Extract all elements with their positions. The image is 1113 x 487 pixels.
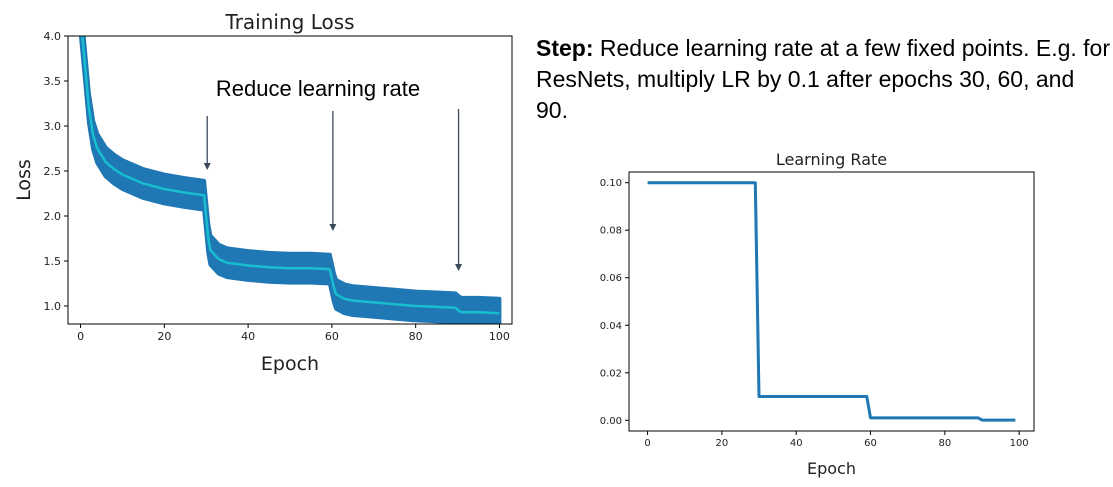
x-axis-label: Epoch: [807, 459, 856, 478]
y-tick-label: 0.00: [600, 416, 622, 427]
y-tick-label: 0.10: [600, 178, 622, 189]
learning-rate-line: [647, 181, 1016, 422]
y-tick-label: 3.5: [44, 75, 62, 88]
annotation-text: Reduce learning rate: [216, 76, 420, 101]
x-tick-label: 20: [157, 330, 171, 343]
y-tick-label: 0.08: [600, 226, 622, 237]
y-tick-label: 2.0: [44, 210, 62, 223]
y-tick-label: 1.5: [44, 255, 62, 268]
loss-raw-band: [78, 36, 502, 324]
x-tick-label: 60: [325, 330, 339, 343]
x-tick-label: 100: [489, 330, 510, 343]
y-tick-label: 0.02: [600, 368, 622, 379]
x-tick-label: 80: [938, 438, 951, 449]
x-tick-label: 40: [241, 330, 255, 343]
step-lead: Step:: [536, 35, 594, 61]
y-tick-label: 2.5: [44, 165, 62, 178]
y-axis-label: Loss: [13, 159, 35, 201]
x-tick-label: 0: [644, 438, 650, 449]
x-tick-label: 40: [790, 438, 803, 449]
y-tick-label: 3.0: [44, 120, 62, 133]
loss-smoothed-line: [81, 36, 500, 315]
annotation-arrowhead: [329, 224, 337, 231]
step-text: Reduce learning rate at a few fixed poin…: [536, 35, 1111, 123]
y-tick-label: 0.04: [600, 321, 622, 332]
chart-title: Training Loss: [224, 10, 354, 34]
x-tick-label: 80: [409, 330, 423, 343]
plot-frame: [628, 171, 1035, 432]
plot-frame: [67, 35, 513, 325]
x-tick-label: 20: [716, 438, 729, 449]
y-tick-label: 1.0: [44, 300, 62, 313]
step-description: Step: Reduce learning rate at a few fixe…: [536, 33, 1111, 126]
x-axis-label: Epoch: [261, 353, 319, 375]
y-tick-label: 0.06: [600, 273, 622, 284]
x-tick-label: 100: [1010, 438, 1029, 449]
x-tick-label: 60: [864, 438, 877, 449]
annotation-arrowhead: [455, 264, 463, 271]
chart-title: Learning Rate: [776, 150, 887, 169]
y-tick-label: 4.0: [44, 30, 62, 43]
x-tick-label: 0: [77, 330, 84, 343]
annotation-arrowhead: [203, 163, 211, 170]
